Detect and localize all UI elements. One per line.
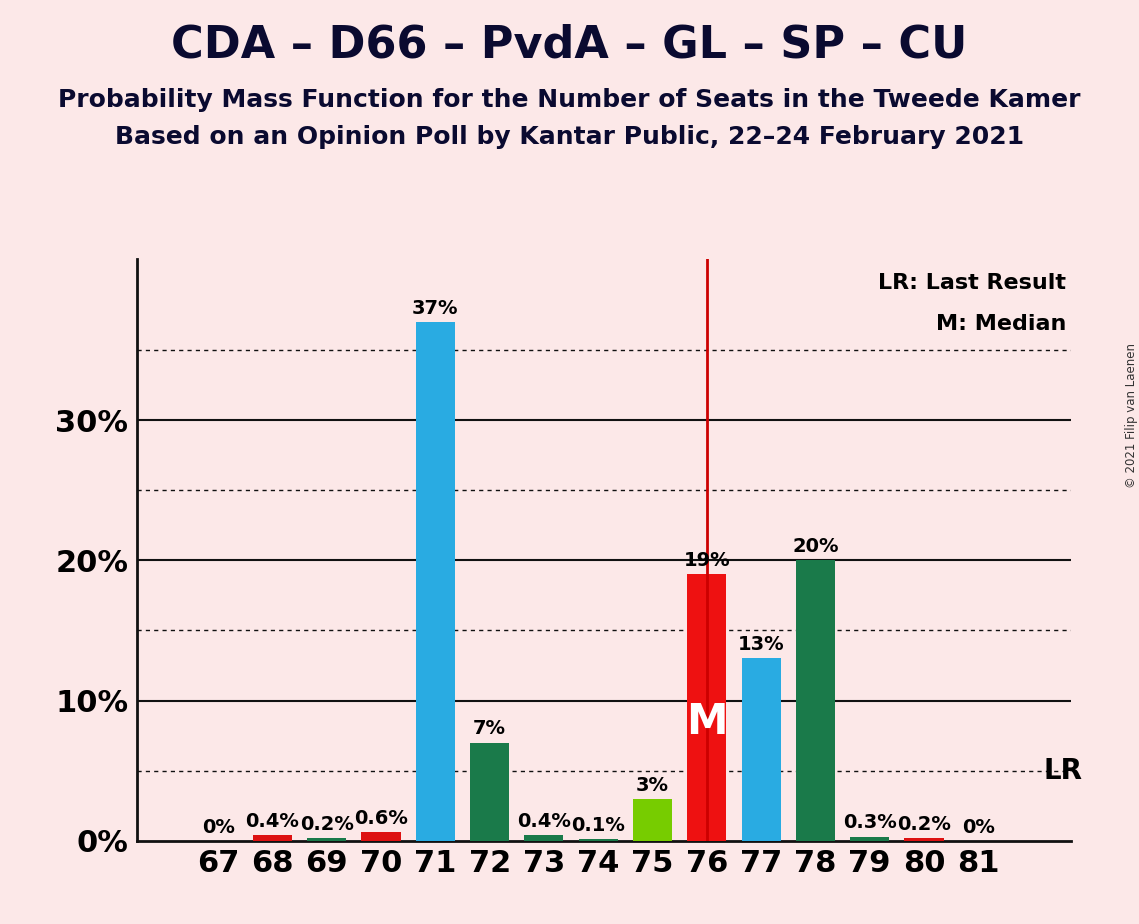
Text: 0.2%: 0.2%	[300, 815, 354, 833]
Text: 0%: 0%	[962, 818, 994, 836]
Text: 0.1%: 0.1%	[572, 816, 625, 835]
Text: LR: Last Result: LR: Last Result	[878, 274, 1066, 293]
Bar	[361, 833, 401, 841]
Bar	[741, 659, 780, 841]
Text: 0.2%: 0.2%	[898, 815, 951, 833]
Bar	[850, 836, 890, 841]
Text: 20%: 20%	[793, 537, 838, 556]
Bar	[524, 835, 564, 841]
Text: 3%: 3%	[636, 775, 669, 795]
Text: 0.3%: 0.3%	[843, 813, 896, 833]
Bar	[470, 743, 509, 841]
Text: 0.6%: 0.6%	[354, 809, 408, 828]
Bar	[253, 835, 292, 841]
Text: M: M	[686, 700, 728, 743]
Text: 37%: 37%	[412, 298, 459, 318]
Text: © 2021 Filip van Laenen: © 2021 Filip van Laenen	[1124, 344, 1138, 488]
Text: 19%: 19%	[683, 551, 730, 570]
Text: Based on an Opinion Poll by Kantar Public, 22–24 February 2021: Based on an Opinion Poll by Kantar Publi…	[115, 125, 1024, 149]
Text: 0.4%: 0.4%	[517, 812, 571, 831]
Text: CDA – D66 – PvdA – GL – SP – CU: CDA – D66 – PvdA – GL – SP – CU	[171, 23, 968, 67]
Text: 7%: 7%	[473, 720, 506, 738]
Text: LR: LR	[1043, 757, 1082, 784]
Text: Probability Mass Function for the Number of Seats in the Tweede Kamer: Probability Mass Function for the Number…	[58, 88, 1081, 112]
Bar	[416, 322, 454, 841]
Bar	[796, 560, 835, 841]
Text: 0%: 0%	[202, 818, 235, 836]
Bar	[633, 798, 672, 841]
Bar	[687, 575, 727, 841]
Bar	[904, 838, 943, 841]
Bar	[579, 839, 617, 841]
Bar	[308, 838, 346, 841]
Text: 13%: 13%	[738, 636, 785, 654]
Text: 0.4%: 0.4%	[246, 812, 300, 831]
Text: M: Median: M: Median	[935, 314, 1066, 334]
